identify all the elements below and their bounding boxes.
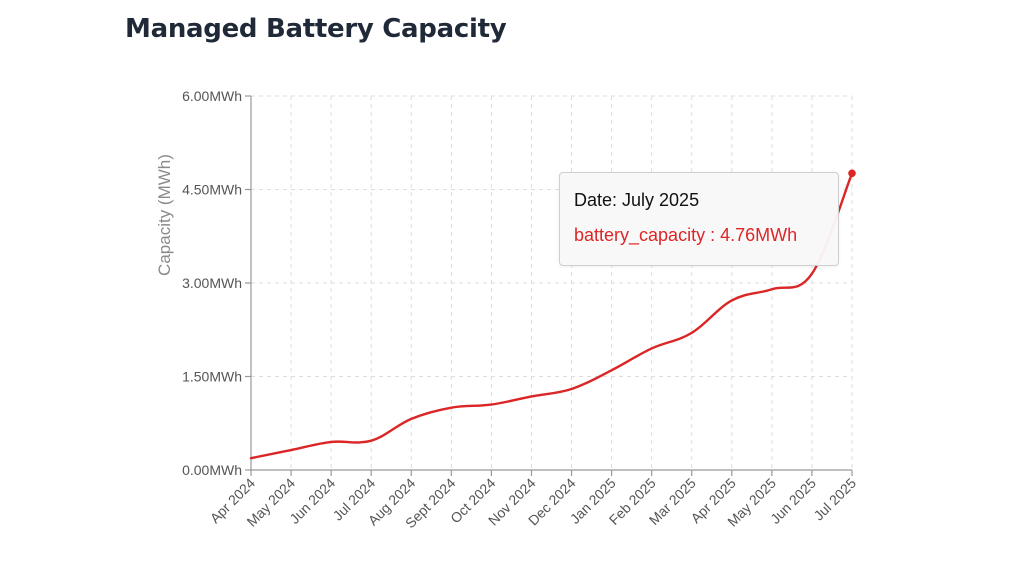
- grid: [251, 95, 853, 470]
- y-tick-label: 3.00MWh: [182, 275, 242, 291]
- page-title: Managed Battery Capacity: [125, 14, 507, 44]
- axes: [245, 95, 853, 476]
- y-tick-label: 0.00MWh: [182, 462, 242, 478]
- y-tick-label: 4.50MWh: [182, 182, 242, 198]
- x-tick-label: Jul 2025: [810, 475, 859, 524]
- tooltip-value: battery_capacity : 4.76MWh: [574, 225, 798, 245]
- tooltip-date: Date: July 2025: [574, 190, 700, 210]
- y-tick-label: 6.00MWh: [182, 88, 242, 104]
- active-data-point: [848, 169, 856, 178]
- chart-tooltip: Date: July 2025 battery_capacity : 4.76M…: [559, 172, 839, 266]
- y-axis-title: Capacity (MWh): [155, 154, 174, 276]
- series-line-battery_capacity: [249, 172, 854, 460]
- series: [249, 169, 856, 460]
- y-tick-label: 1.50MWh: [182, 369, 242, 385]
